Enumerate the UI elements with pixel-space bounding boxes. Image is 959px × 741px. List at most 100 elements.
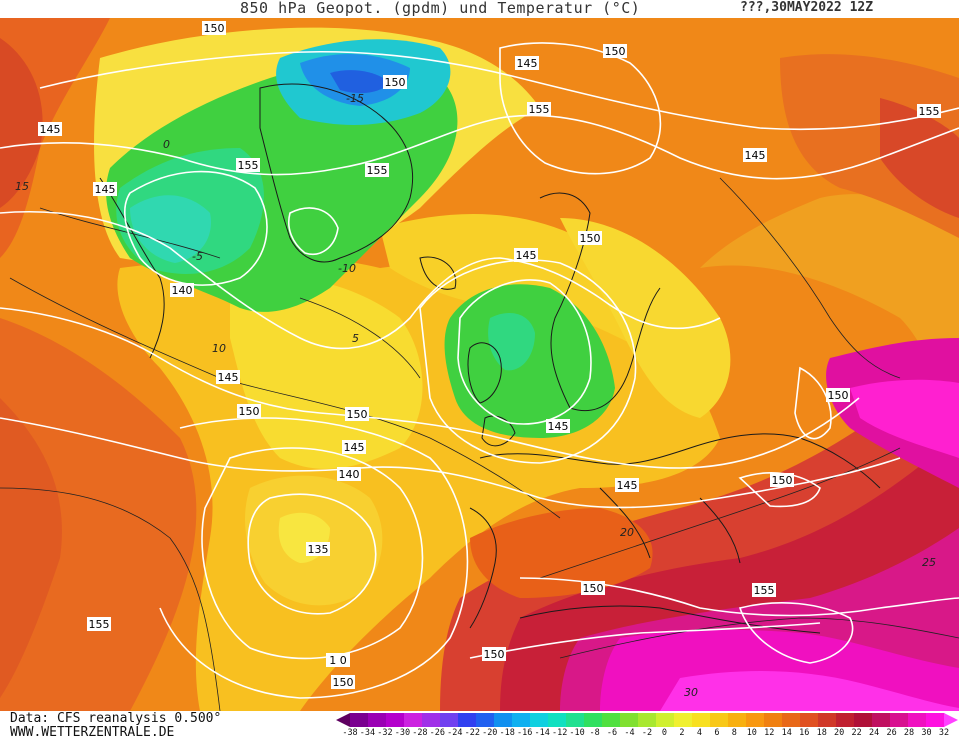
isohypse-label: 145 — [745, 149, 766, 162]
isotherm-label: -10 — [338, 262, 356, 275]
legend-tick-label: -26 — [429, 728, 446, 738]
isohypse-label: 150 — [772, 474, 793, 487]
isotherm-label: 0 — [163, 138, 170, 151]
isohypse-label: 145 — [548, 420, 569, 433]
isohypse-label: 155 — [919, 105, 940, 118]
isohypse-label: 145 — [95, 183, 116, 196]
legend-tick-label: -32 — [377, 728, 393, 738]
legend-swatch — [458, 713, 477, 727]
isotherm-label: 10 — [212, 342, 226, 355]
isohypse-label: 150 — [605, 45, 626, 58]
legend-swatch — [638, 713, 657, 727]
isohypse-label: 145 — [617, 479, 638, 492]
isohypse-labels: 150 150 145 150 145 155 155 155 145 155 … — [38, 21, 941, 689]
data-source: Data: CFS reanalysis 0.500° WWW.WETTERZE… — [10, 712, 221, 740]
isotherm-label: 20 — [620, 526, 634, 539]
legend-tick-label: -20 — [482, 728, 498, 738]
legend-swatch — [818, 713, 837, 727]
legend-tick-label: 2 — [679, 728, 685, 738]
legend-tick-label: -4 — [624, 728, 635, 738]
legend-tick-label: 12 — [764, 728, 775, 738]
isohypse-label: 145 — [516, 249, 537, 262]
legend-swatch — [386, 713, 405, 727]
legend-tick-label: 22 — [851, 728, 862, 738]
legend-tick-label: 20 — [834, 728, 845, 738]
isohypse-label: 150 — [385, 76, 406, 89]
map-title: 850 hPa Geopot. (gpdm) und Temperatur (°… — [240, 0, 641, 17]
legend-tick-label: 24 — [868, 728, 880, 738]
isohypse-label: 150 — [333, 676, 354, 689]
legend-swatch — [530, 713, 549, 727]
legend-swatch — [350, 713, 369, 727]
data-source-line: Data: CFS reanalysis 0.500° — [10, 711, 222, 726]
legend-tick-label: 8 — [731, 728, 737, 738]
legend-swatch — [494, 713, 513, 727]
legend-arrow-left — [336, 713, 350, 727]
legend-swatch — [692, 713, 711, 727]
legend-tick-label: 0 — [661, 728, 668, 738]
legend-swatch — [782, 713, 801, 727]
isohypse-label: 150 — [347, 408, 368, 421]
legend-ticks: -38 -34 -32 -30 -28 -26 -24 -22 -20 -18 -16 -14 -12-… — [336, 728, 958, 740]
isohypse-label: 150 — [484, 648, 505, 661]
legend-swatch — [908, 713, 927, 727]
legend-tick-label: -8 — [589, 728, 600, 738]
legend-swatch — [836, 713, 855, 727]
isohypse-label: 145 — [40, 123, 61, 136]
map-date: ???,30MAY2022 12Z — [740, 0, 874, 15]
legend-tick-label: 32 — [938, 728, 950, 738]
isohypse-label: 150 — [580, 232, 601, 245]
isohypse-label: 145 — [218, 371, 239, 384]
isotherm-labels: -15 -10 -5 0 5 10 15 20 25 30 — [15, 92, 936, 699]
isohypse-label: 155 — [367, 164, 388, 177]
legend-swatch — [854, 713, 873, 727]
legend-tick-label: -16 — [517, 728, 533, 738]
legend-swatch — [404, 713, 423, 727]
legend-swatch — [368, 713, 387, 727]
legend-tick-label: -28 — [412, 728, 428, 738]
legend-tick-label: -34 — [359, 728, 376, 738]
legend-tick-label: -24 — [447, 728, 463, 738]
legend-swatch — [746, 713, 765, 727]
legend-swatch — [656, 713, 675, 727]
isohypses — [0, 42, 959, 699]
legend-tick-label: -10 — [569, 728, 585, 738]
isohypse-label: 155 — [238, 159, 259, 172]
isohypse-label: 145 — [344, 441, 365, 454]
legend-tick-label: 30 — [921, 728, 932, 738]
legend-tick-label: 28 — [903, 728, 915, 738]
legend-swatch — [440, 713, 459, 727]
isohypse-label: 1 0 — [329, 654, 347, 667]
legend-color-bar — [336, 713, 958, 727]
legend-tick-label: -22 — [464, 728, 480, 738]
legend-swatch — [602, 713, 621, 727]
legend-tick-label: 26 — [886, 728, 897, 738]
map-title-bar: 850 hPa Geopot. (gpdm) und Temperatur (°… — [0, 0, 959, 20]
temperature-field — [0, 18, 959, 711]
legend-swatch — [926, 713, 945, 727]
legend-swatch — [710, 713, 729, 727]
legend-swatch — [566, 713, 585, 727]
isotherm-label: 5 — [352, 332, 359, 345]
isotherm-label: -5 — [192, 250, 203, 263]
legend-tick-label: -38 — [342, 728, 358, 738]
legend-tick-label: 10 — [746, 728, 757, 738]
legend-swatch — [620, 713, 639, 727]
weather-map: 150 150 145 150 145 155 155 155 145 155 … — [0, 18, 959, 711]
isohypse-label: 150 — [204, 22, 225, 35]
legend-swatch — [476, 713, 495, 727]
isohypse-label: 145 — [517, 57, 538, 70]
isohypse-label: 140 — [339, 468, 360, 481]
legend-tick-label: -6 — [606, 728, 618, 738]
legend-tick-label: 6 — [714, 728, 720, 738]
isohypse-label: 155 — [529, 103, 550, 116]
isotherm-label: 15 — [15, 180, 29, 193]
isohypse-label: 140 — [172, 284, 193, 297]
legend-swatch — [584, 713, 603, 727]
legend-swatch — [890, 713, 909, 727]
legend-tick-label: 18 — [816, 728, 827, 738]
legend-tick-label: 4 — [696, 728, 702, 738]
isohypse-label: 155 — [754, 584, 775, 597]
legend-tick-label: -30 — [394, 728, 411, 738]
